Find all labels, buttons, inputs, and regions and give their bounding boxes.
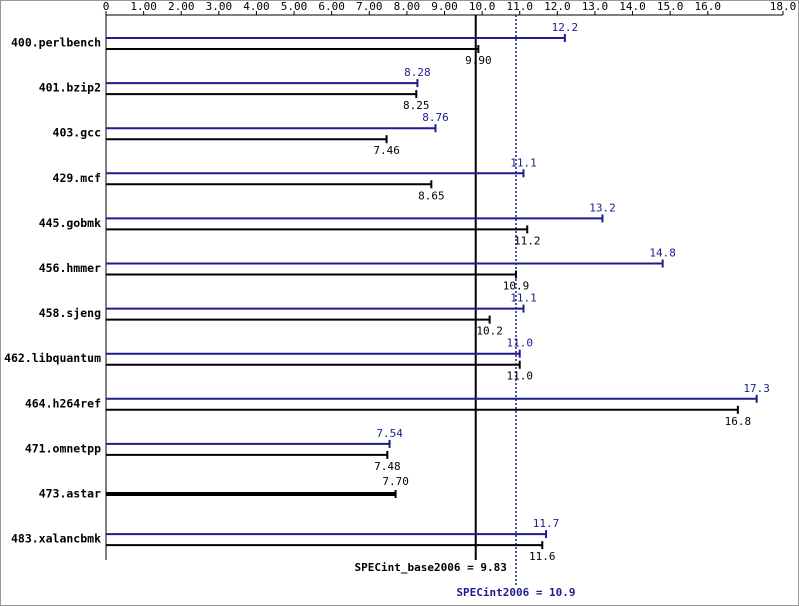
category-label cat: 458.sjeng [39, 306, 101, 320]
category-label cat: 400.perlbench [11, 36, 101, 50]
value-label: 11.7 [533, 517, 560, 530]
reference-label: SPECint_base2006 = 9.83 [355, 561, 507, 574]
value-label: 12.2 [552, 21, 579, 34]
value-label: 13.2 [589, 201, 616, 214]
x-tick-label: 1.00 [130, 0, 157, 13]
x-tick-label: 7.00 [356, 0, 383, 13]
value-label: 11.0 [506, 370, 533, 383]
value-label: 11.1 [510, 292, 537, 305]
x-tick-label: 12.0 [544, 0, 571, 13]
value-label: 8.76 [422, 111, 449, 124]
value-label: 8.25 [403, 99, 430, 112]
value-label: 14.8 [649, 247, 676, 260]
category-label cat: 462.libquantum [4, 351, 101, 365]
x-tick-label: 18.0 [770, 0, 797, 13]
category-label cat: 483.xalancbmk [11, 532, 101, 546]
x-tick-label: 6.00 [318, 0, 345, 13]
value-label: 10.9 [503, 280, 530, 293]
x-tick-label: 0 [103, 0, 110, 13]
reference-label: SPECint2006 = 10.9 [456, 586, 575, 599]
value-label: 7.46 [373, 144, 400, 157]
value-label: 9.90 [465, 54, 492, 67]
x-tick-label: 14.0 [619, 0, 646, 13]
x-tick-label: 3.00 [206, 0, 233, 13]
x-tick-label: 13.0 [582, 0, 609, 13]
value-label: 11.2 [514, 234, 541, 247]
x-tick-label: 2.00 [168, 0, 195, 13]
value-label: 7.70 [382, 475, 409, 488]
category-label cat: 445.gobmk [39, 216, 101, 230]
x-tick-label: 16.0 [695, 0, 722, 13]
value-label: 10.2 [476, 325, 503, 338]
x-tick-label: 15.0 [657, 0, 684, 13]
category-label cat: 464.h264ref [25, 396, 101, 410]
category-label cat: 401.bzip2 [39, 81, 101, 95]
category-label cat: 471.omnetpp [25, 441, 101, 455]
category-label cat: 456.hmmer [39, 261, 101, 275]
value-label: 16.8 [725, 415, 752, 428]
value-label: 7.54 [376, 427, 403, 440]
value-label: 7.48 [374, 460, 401, 473]
value-label: 17.3 [743, 382, 770, 395]
value-label: 11.1 [510, 156, 537, 169]
category-label cat: 403.gcc [53, 126, 101, 140]
category-label cat: 429.mcf [53, 171, 102, 185]
value-label: 11.0 [506, 337, 533, 350]
x-tick-label: 4.00 [243, 0, 270, 13]
value-label: 11.6 [529, 550, 556, 563]
category-label cat: 473.astar [39, 487, 101, 501]
x-tick-label: 8.00 [394, 0, 421, 13]
x-tick-label: 10.0 [469, 0, 496, 13]
value-label: 8.65 [418, 189, 445, 202]
x-tick-label: 11.0 [506, 0, 533, 13]
value-label: 8.28 [404, 66, 431, 79]
x-tick-label: 9.00 [431, 0, 458, 13]
x-tick-label: 5.00 [281, 0, 308, 13]
